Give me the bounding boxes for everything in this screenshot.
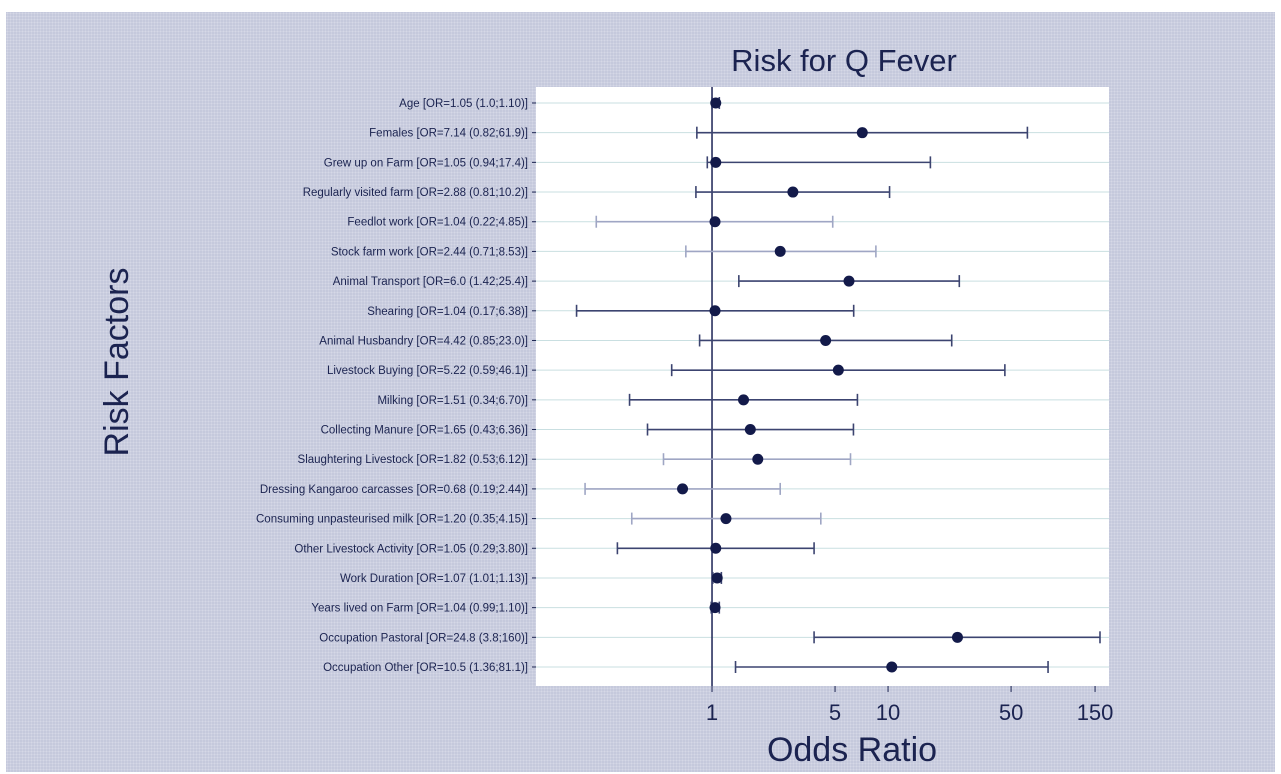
risk-factor-label: Females [OR=7.14 (0.82;61.9)] [369, 128, 528, 140]
risk-factor-label: Years lived on Farm [OR=1.04 (0.99;1.10)… [311, 603, 528, 615]
odds-ratio-point [709, 305, 721, 317]
odds-ratio-point [951, 631, 963, 643]
odds-ratio-point [709, 602, 721, 614]
risk-factor-label: Livestock Buying [OR=5.22 (0.59;46.1)] [327, 365, 528, 377]
odds-ratio-point [832, 364, 844, 376]
odds-ratio-point [677, 483, 689, 495]
odds-ratio-point [744, 424, 756, 436]
risk-factor-label: Age [OR=1.05 (1.0;1.10)] [399, 98, 528, 110]
odds-ratio-point [711, 572, 723, 584]
risk-factor-label: Occupation Pastoral [OR=24.8 (3.8;160)] [319, 632, 528, 644]
odds-ratio-point [820, 334, 832, 346]
odds-ratio-point [720, 513, 732, 525]
odds-ratio-point [752, 453, 764, 465]
odds-ratio-points [677, 97, 963, 673]
risk-factor-label: Grew up on Farm [OR=1.05 (0.94;17.4)] [324, 157, 528, 169]
risk-factor-label: Feedlot work [OR=1.04 (0.22;4.85)] [347, 217, 528, 229]
risk-factor-label: Consuming unpasteurised milk [OR=1.20 (0… [256, 514, 528, 526]
risk-factor-label: Collecting Manure [OR=1.65 (0.43;6.36)] [321, 425, 528, 437]
risk-factor-label: Occupation Other [OR=10.5 (1.36;81.1)] [323, 662, 528, 674]
risk-factor-labels: Age [OR=1.05 (1.0;1.10)] Females [OR=7.14… [256, 98, 536, 674]
y-axis-title: Risk Factors [98, 268, 136, 457]
odds-ratio-point [710, 542, 722, 554]
odds-ratio-point [709, 216, 721, 228]
odds-ratio-point [738, 394, 750, 406]
risk-factor-label: Animal Transport [OR=6.0 (1.42;25.4)] [333, 276, 528, 288]
odds-ratio-point [843, 275, 855, 287]
risk-factor-label: Dressing Kangaroo carcasses [OR=0.68 (0.… [260, 484, 528, 496]
x-tick-label: 10 [876, 700, 900, 725]
x-tick-label: 1 [706, 700, 718, 725]
risk-factor-label: Stock farm work [OR=2.44 (0.71;8.53)] [331, 246, 528, 258]
chart-title: Risk for Q Fever [731, 43, 957, 78]
x-tick-label: 5 [829, 700, 841, 725]
risk-factor-label: Slaughtering Livestock [OR=1.82 (0.53;6.… [298, 454, 528, 466]
x-tick-label: 50 [999, 700, 1023, 725]
odds-ratio-point [710, 97, 722, 109]
risk-factor-label: Animal Husbandry [OR=4.42 (0.85;23.0)] [319, 335, 528, 347]
x-axis-title: Odds Ratio [767, 731, 937, 769]
odds-ratio-point [856, 127, 868, 139]
forest-plot: Risk for Q Fever Age [OR=1.05 (1.0;1.10)… [98, 43, 1114, 769]
risk-factor-label: Regularly visited farm [OR=2.88 (0.81;10… [303, 187, 528, 199]
plot-area [536, 87, 1109, 686]
risk-factor-label: Other Livestock Activity [OR=1.05 (0.29;… [294, 543, 528, 555]
odds-ratio-point [774, 245, 786, 257]
odds-ratio-point [710, 156, 722, 168]
x-axis-ticks: 1 5 10 50 150 [706, 686, 1114, 725]
odds-ratio-point [787, 186, 799, 198]
risk-factor-label: Milking [OR=1.51 (0.34;6.70)] [377, 395, 528, 407]
ci-whisker [706, 156, 932, 169]
x-tick-label: 150 [1077, 700, 1114, 725]
odds-ratio-point [886, 661, 898, 673]
risk-factor-label: Shearing [OR=1.04 (0.17;6.38)] [367, 306, 528, 318]
figure-frame: Risk for Q Fever Age [OR=1.05 (1.0;1.10)… [6, 12, 1275, 772]
risk-factor-label: Work Duration [OR=1.07 (1.01;1.13)] [340, 573, 528, 585]
